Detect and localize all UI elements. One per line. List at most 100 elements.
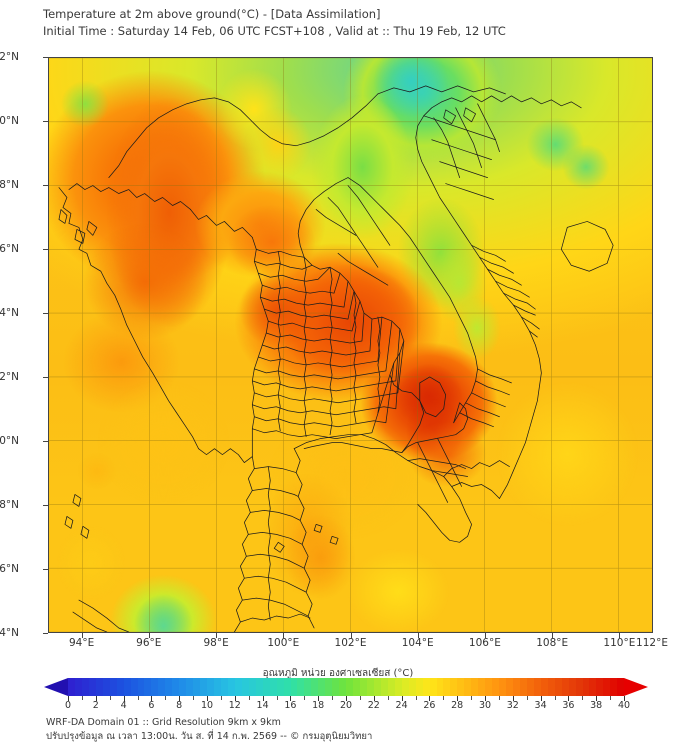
colorbar-cell: [554, 678, 562, 696]
coastlines-and-borders: [58, 85, 614, 632]
colorbar-cell: [193, 678, 201, 696]
colorbar-tick: [540, 696, 542, 701]
colorbar-cell: [88, 678, 96, 696]
colorbar-cell: [568, 678, 576, 696]
colorbar-tick: [568, 696, 570, 701]
colorbar-cell: [422, 678, 430, 696]
colorbar-cell: [443, 678, 451, 696]
colorbar-tick-label: 28: [451, 700, 464, 711]
colorbar-cell: [304, 678, 312, 696]
colorbar-cell: [478, 678, 486, 696]
colorbar-cell: [137, 678, 145, 696]
colorbar-cell: [526, 678, 534, 696]
colorbar-cell: [241, 678, 249, 696]
lon-label: 94°E: [68, 637, 95, 649]
colorbar-cell: [144, 678, 152, 696]
colorbar-cell: [151, 678, 159, 696]
colorbar-tick-label: 6: [148, 700, 155, 711]
colorbar-tick: [429, 696, 431, 701]
colorbar-cell: [603, 678, 611, 696]
colorbar-tick: [151, 696, 153, 701]
colorbar-cell: [95, 678, 103, 696]
colorbar-cell: [366, 678, 374, 696]
colorbar-cell: [332, 678, 340, 696]
lat-label: 8°N: [0, 499, 19, 511]
colorbar-tick: [624, 696, 625, 701]
colorbar-tick: [137, 696, 139, 700]
colorbar-cell: [214, 678, 221, 696]
lon-tick: [148, 633, 150, 638]
forecast-validity-subtitle: Initial Time : Saturday 14 Feb, 06 UTC F…: [43, 24, 506, 38]
colorbar-cell: [179, 678, 187, 696]
colorbar-tick: [443, 696, 445, 700]
colorbar-cell: [360, 678, 367, 696]
colorbar-cell: [373, 678, 381, 696]
map-plot-area: [48, 57, 653, 633]
lon-tick: [552, 633, 554, 638]
colorbar-tick-label: 32: [506, 700, 519, 711]
colorbar-tick: [248, 696, 250, 700]
graticule-gridlines: [49, 58, 652, 632]
colorbar-tick-label: 8: [176, 700, 183, 711]
footer-block: WRF-DA Domain 01 :: Grid Resolution 9km …: [46, 716, 646, 744]
colorbar-tick-label: 12: [228, 700, 241, 711]
colorbar-cell: [290, 678, 298, 696]
colorbar-tick: [81, 696, 83, 700]
colorbar-tick: [318, 696, 320, 701]
colorbar-cell: [318, 678, 326, 696]
colorbar-cell: [276, 678, 284, 696]
colorbar-tick: [526, 696, 528, 700]
colorbar-tick: [415, 696, 417, 700]
colorbar-cell: [116, 678, 124, 696]
colorbar-cell: [450, 678, 458, 696]
lat-tick: [43, 505, 48, 506]
lon-label: 106°E: [468, 637, 501, 649]
lat-label: 6°N: [0, 563, 19, 575]
colorbar-tick-label: 30: [478, 700, 492, 711]
colorbar-cell: [186, 678, 194, 696]
colorbar-cell: [255, 678, 263, 696]
page-title: Temperature at 2m above ground(°C) - [Da…: [43, 7, 381, 21]
colorbar-tick: [165, 696, 167, 700]
colorbar-tick: [610, 696, 612, 700]
colorbar-tick: [262, 696, 264, 701]
lon-tick: [484, 633, 486, 638]
lon-label: 102°E: [334, 637, 367, 649]
lat-label: 16°N: [0, 243, 19, 255]
colorbar-tick-label: 22: [367, 700, 380, 711]
colorbar-cell: [311, 678, 319, 696]
colorbar-tick: [332, 696, 334, 700]
colorbar-cell: [172, 678, 180, 696]
colorbar-cell: [408, 678, 416, 696]
colorbar-cell: [130, 678, 138, 696]
model-info-line: WRF-DA Domain 01 :: Grid Resolution 9km …: [46, 717, 281, 728]
colorbar-cell: [492, 678, 500, 696]
colorbar-cell: [506, 678, 513, 696]
lon-label: 110°E: [603, 637, 636, 649]
colorbar-cell: [394, 678, 402, 696]
colorbar-cell: [123, 678, 131, 696]
colorbar-cell: [346, 678, 354, 696]
lon-label: 104°E: [401, 637, 434, 649]
colorbar-tick: [95, 696, 97, 701]
colorbar-cell: [207, 678, 215, 696]
colorbar-cell: [457, 678, 465, 696]
lon-tick: [81, 633, 83, 638]
colorbar-cell: [283, 678, 291, 696]
colorbar-tick: [359, 696, 361, 700]
colorbar-cell: [540, 678, 548, 696]
colorbar-tick: [207, 696, 208, 701]
lat-label: 20°N: [0, 115, 19, 127]
lat-label: 14°N: [0, 307, 19, 319]
lon-label: 98°E: [203, 637, 229, 649]
colorbar-tick: [123, 696, 125, 701]
colorbar-cell: [353, 678, 361, 696]
lat-tick: [43, 121, 48, 122]
colorbar-tick: [596, 696, 598, 701]
colorbar-tick: [290, 696, 292, 701]
colorbar-tick: [485, 696, 486, 701]
colorbar-cell: [582, 678, 590, 696]
lon-label: 108°E: [536, 637, 569, 649]
colorbar-cell: [81, 678, 89, 696]
lon-label: 112°E: [636, 637, 668, 649]
